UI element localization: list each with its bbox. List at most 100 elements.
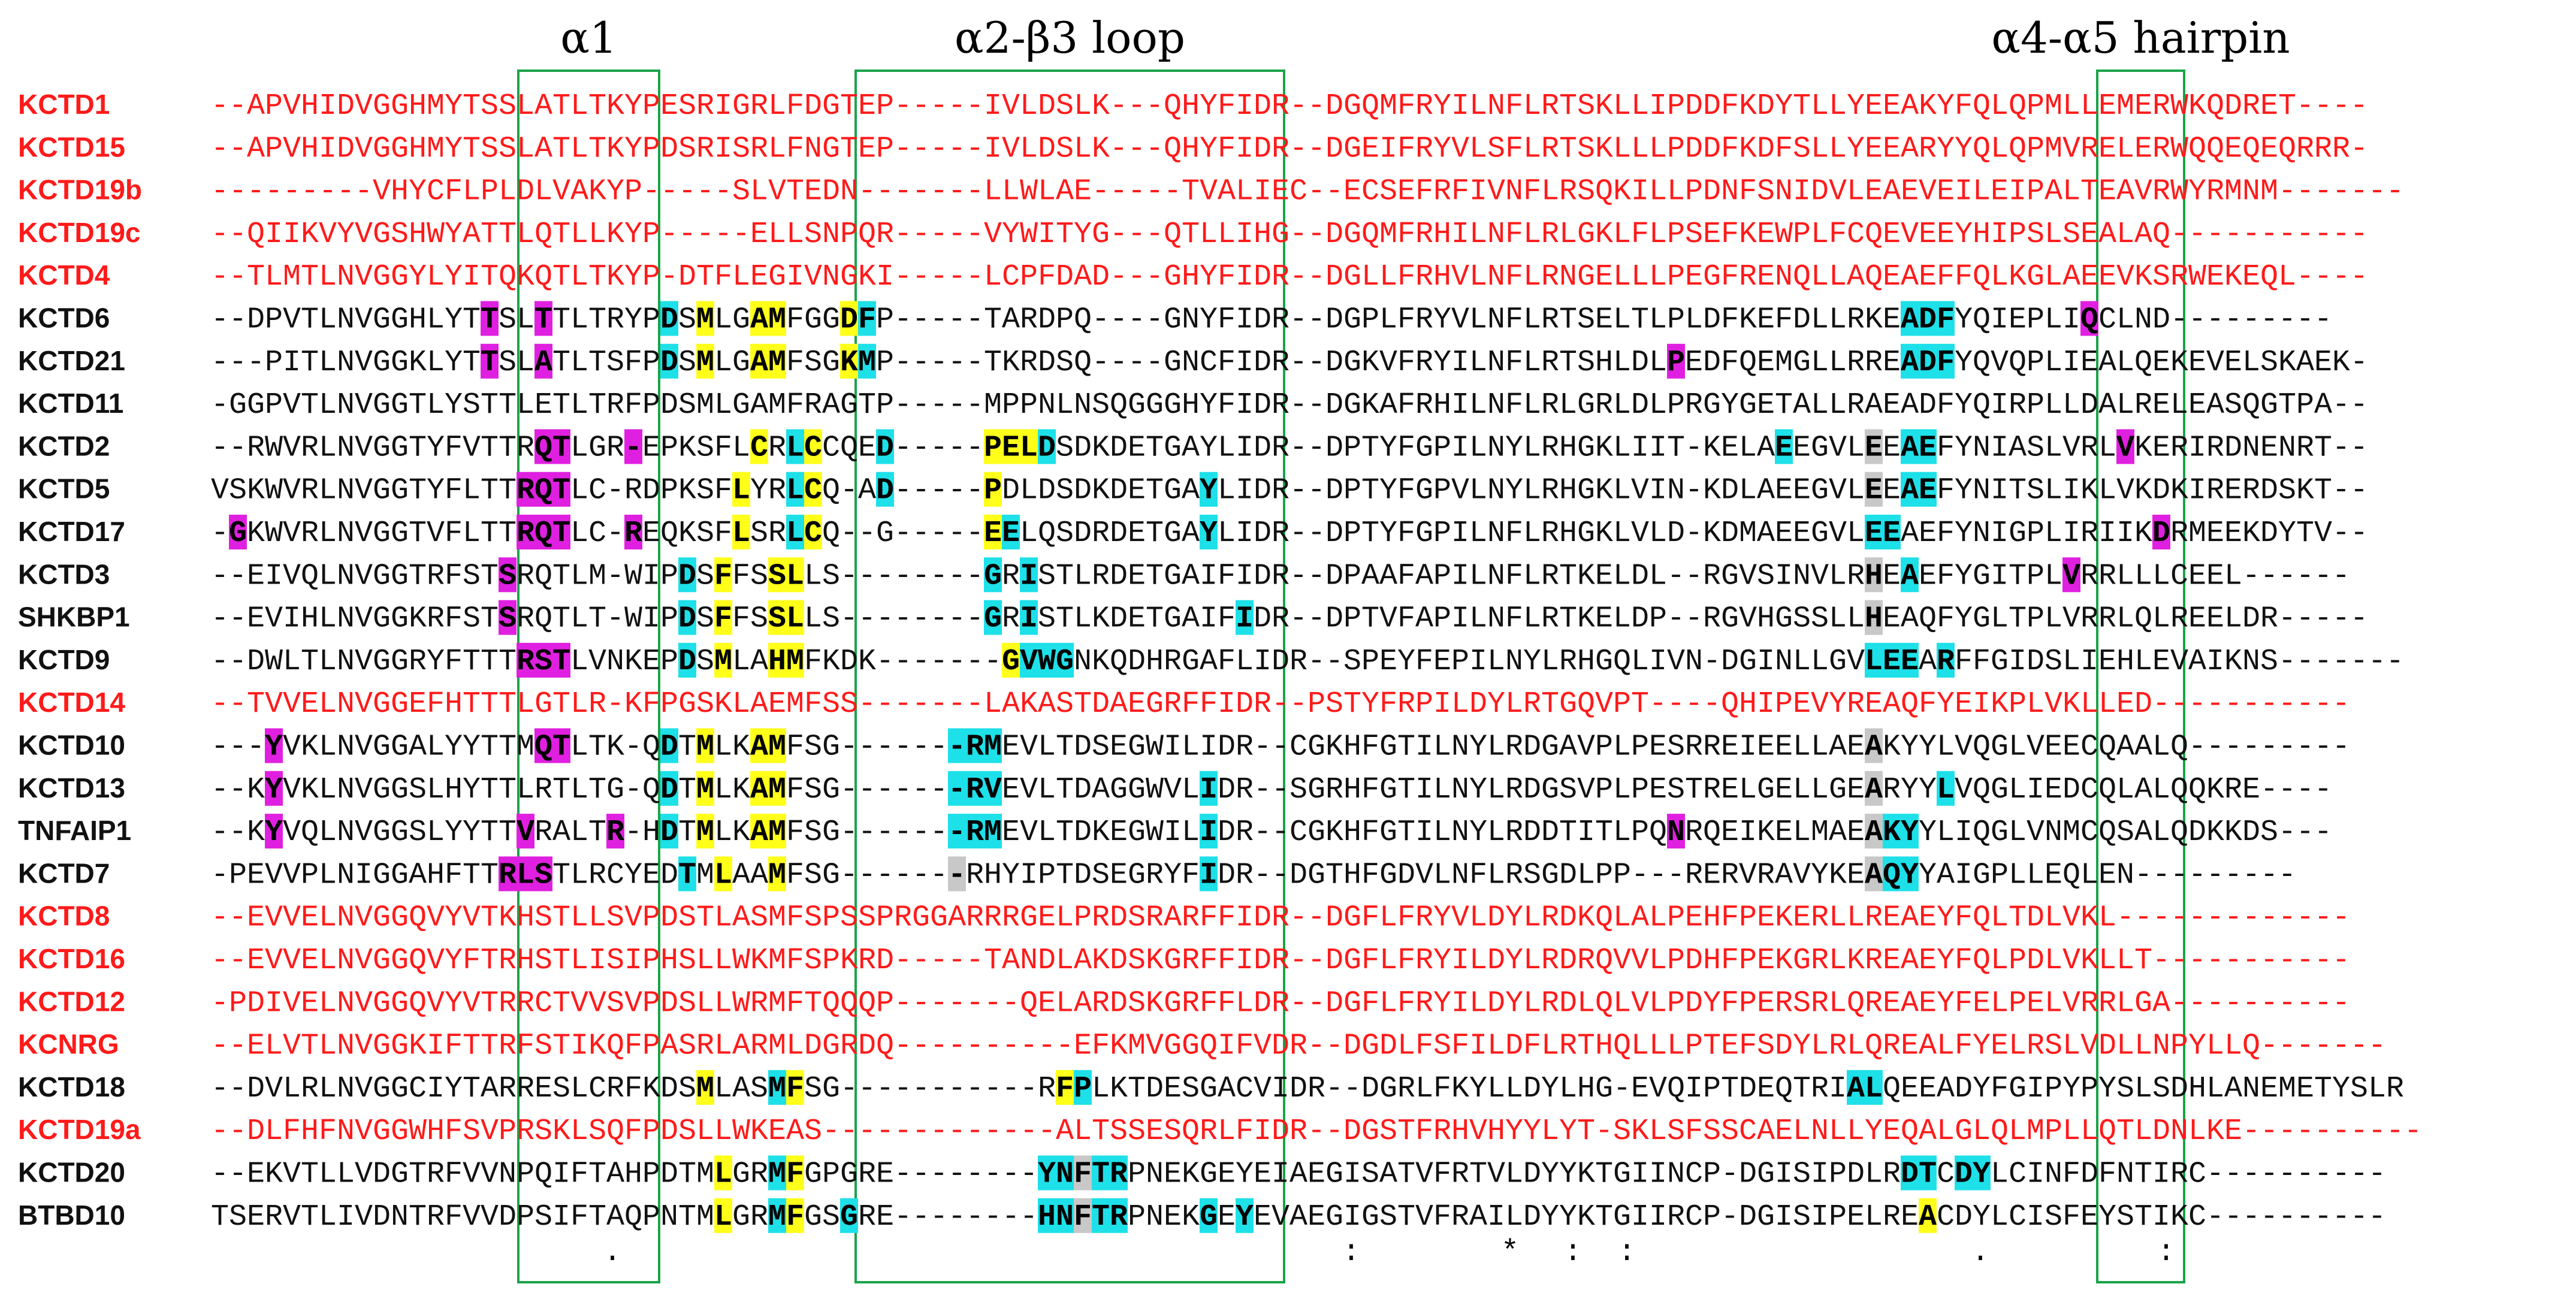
sequence-name: KCTD19c bbox=[18, 217, 141, 248]
region-box-2 bbox=[854, 70, 1285, 1283]
residue-highlight bbox=[768, 728, 786, 763]
residue-highlight bbox=[1937, 642, 1955, 678]
sequence-row: --APVHIDVGGHMYTSSLATLTKYPESRIGRLFDGTEP--… bbox=[211, 89, 2368, 123]
residue-highlight bbox=[786, 429, 804, 464]
conservation-mark: : bbox=[1342, 1235, 1360, 1270]
residue-highlight bbox=[786, 642, 804, 678]
residue-highlight bbox=[750, 343, 768, 379]
residue-highlight bbox=[1092, 1198, 1110, 1233]
residue-highlight bbox=[552, 515, 570, 549]
sequence-row: ---PITLNVGGKLYTTSLATLTSFPDSMLGAMFSGKMP--… bbox=[211, 346, 2368, 380]
sequence-name: KCTD5 bbox=[18, 473, 110, 505]
residue-highlight bbox=[804, 472, 822, 507]
sequence-name: KCTD16 bbox=[18, 943, 125, 974]
residue-highlight bbox=[1937, 771, 1955, 806]
sequence-row: ---YVKLNVGGALYYTTMQTLTK-QDTMLKAMFSG-----… bbox=[211, 730, 2350, 765]
sequence-name: KCTD19a bbox=[18, 1114, 141, 1145]
residue-highlight bbox=[696, 301, 714, 336]
residue-highlight bbox=[1092, 1155, 1110, 1191]
residue-highlight bbox=[1038, 429, 1056, 464]
residue-highlight bbox=[696, 771, 714, 806]
residue-highlight bbox=[768, 301, 786, 336]
residue-highlight bbox=[714, 1155, 732, 1191]
residue-highlight bbox=[714, 600, 732, 635]
sequence-name: KCTD20 bbox=[18, 1157, 125, 1188]
residue-highlight bbox=[534, 856, 552, 892]
residue-highlight bbox=[2152, 515, 2170, 549]
residue-highlight bbox=[1901, 301, 1919, 336]
sequence-name: KCTD8 bbox=[18, 901, 110, 932]
residue-highlight bbox=[840, 1198, 858, 1233]
residue-highlight bbox=[660, 771, 678, 806]
residue-highlight bbox=[1056, 1070, 1074, 1105]
sequence-row: --EVVELNVGGQVYFTRHSTLISIPHSLLWKMFSPKRD--… bbox=[211, 944, 2350, 978]
residue-highlight bbox=[1919, 429, 1937, 464]
residue-highlight bbox=[768, 642, 786, 678]
residue-highlight bbox=[786, 557, 804, 593]
residue-highlight bbox=[696, 728, 714, 763]
residue-highlight bbox=[1200, 814, 1218, 849]
residue-highlight bbox=[948, 814, 966, 849]
sequence-name: BTBD10 bbox=[18, 1200, 125, 1231]
region-title-3: α4-α5 hairpin bbox=[1991, 13, 2290, 63]
sequence-row: TSERVTLIVDNTRFVVDPSIFTAQPNTMLGRMFGSGRE--… bbox=[211, 1200, 2386, 1234]
residue-highlight bbox=[984, 771, 1002, 806]
residue-highlight bbox=[1110, 1198, 1128, 1233]
residue-highlight bbox=[517, 472, 534, 507]
sequence-name: KCTD12 bbox=[18, 986, 125, 1017]
sequence-row: --ELVTLNVGGKIFTTRFSTIKQFPASRLARMLDGRDQ--… bbox=[211, 1029, 2386, 1064]
residue-highlight bbox=[768, 856, 786, 892]
residue-highlight bbox=[1002, 515, 1020, 549]
residue-highlight bbox=[1865, 557, 1883, 593]
residue-highlight bbox=[678, 856, 696, 892]
residue-highlight bbox=[876, 472, 894, 507]
residue-highlight bbox=[265, 814, 283, 849]
residue-highlight bbox=[786, 1198, 804, 1233]
residue-highlight bbox=[1865, 856, 1883, 892]
residue-highlight bbox=[768, 600, 786, 635]
sequence-row: --DWLTLNVGGRYFTTTRSTLVNKEPDSMLAHMFKDK---… bbox=[211, 645, 2404, 679]
residue-highlight bbox=[1236, 1198, 1254, 1233]
residue-highlight bbox=[1865, 429, 1883, 464]
residue-highlight bbox=[1038, 1155, 1056, 1191]
residue-highlight bbox=[1865, 642, 1883, 678]
residue-highlight bbox=[1074, 1198, 1092, 1233]
residue-highlight bbox=[517, 515, 534, 549]
residue-highlight bbox=[517, 814, 534, 849]
residue-highlight bbox=[1020, 642, 1038, 678]
residue-highlight bbox=[1955, 1155, 1973, 1191]
sequence-row: --QIIKVYVGSHWYATTLQTLLKYP-----ELLSNPQR--… bbox=[211, 218, 2368, 252]
residue-highlight bbox=[858, 343, 876, 379]
residue-highlight bbox=[858, 301, 876, 336]
residue-highlight bbox=[678, 600, 696, 635]
residue-highlight bbox=[624, 515, 642, 549]
residue-highlight bbox=[696, 1070, 714, 1105]
residue-highlight bbox=[984, 515, 1002, 549]
sequence-name: KCTD7 bbox=[18, 857, 110, 889]
residue-highlight bbox=[714, 557, 732, 593]
sequence-row: --TLMTLNVGGYLYITQKQTLTKYP-DTFLEGIVNGKI--… bbox=[211, 260, 2368, 294]
residue-highlight bbox=[1020, 557, 1038, 593]
residue-highlight bbox=[984, 814, 1002, 849]
residue-highlight bbox=[1883, 515, 1901, 549]
residue-highlight bbox=[966, 728, 984, 763]
residue-highlight bbox=[534, 642, 552, 678]
residue-highlight bbox=[534, 728, 552, 763]
conservation-line: .: *::.: bbox=[603, 1235, 2175, 1270]
residue-highlight bbox=[1865, 814, 1883, 849]
residue-highlight bbox=[678, 557, 696, 593]
residue-highlight bbox=[1865, 515, 1883, 549]
residue-highlight bbox=[984, 472, 1002, 507]
residue-highlight bbox=[948, 856, 966, 892]
residue-highlight bbox=[660, 301, 678, 336]
residue-highlight bbox=[714, 856, 732, 892]
residue-highlight bbox=[948, 771, 966, 806]
residue-highlight bbox=[1056, 642, 1074, 678]
residue-highlight bbox=[481, 343, 499, 379]
residue-highlight bbox=[714, 642, 732, 678]
residue-highlight bbox=[1901, 429, 1919, 464]
region-title-2: α2-β3 loop bbox=[955, 13, 1185, 63]
conservation-mark: : bbox=[1618, 1235, 1636, 1270]
residue-highlight bbox=[768, 557, 786, 593]
